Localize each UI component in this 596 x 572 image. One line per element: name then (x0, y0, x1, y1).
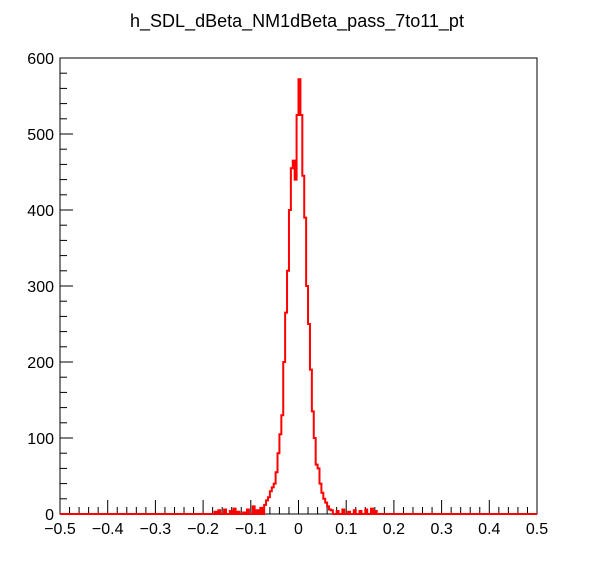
y-tick-label: 0 (45, 507, 54, 524)
x-tick-label: −0.2 (187, 521, 219, 538)
chart-title: h_SDL_dBeta_NM1dBeta_pass_7to11_pt (130, 11, 464, 32)
x-tick-label: −0.3 (140, 521, 172, 538)
y-tick-label: 300 (27, 279, 54, 296)
x-tick-label: 0.1 (335, 521, 357, 538)
x-tick-label: −0.5 (44, 521, 76, 538)
y-tick-label: 100 (27, 431, 54, 448)
x-tick-label: 0.2 (383, 521, 405, 538)
histogram-series-line (60, 78, 537, 515)
x-tick-label: 0 (294, 521, 303, 538)
y-tick-label: 500 (27, 127, 54, 144)
y-tick-label: 600 (27, 51, 54, 68)
y-tick-label: 400 (27, 203, 54, 220)
x-tick-label: 0.3 (430, 521, 452, 538)
x-tick-label: −0.1 (235, 521, 267, 538)
y-tick-label: 200 (27, 355, 54, 372)
x-tick-label: 0.4 (478, 521, 500, 538)
x-tick-label: −0.4 (92, 521, 124, 538)
x-tick-label: 0.5 (526, 521, 548, 538)
plot-area: −0.5 −0.4 −0.3 −0.2 −0.1 0 0.1 0.2 0.3 0.4 0.5 0 100… (27, 51, 548, 538)
